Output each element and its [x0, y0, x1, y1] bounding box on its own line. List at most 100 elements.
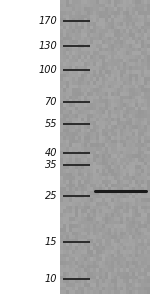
Bar: [60, 77, 63, 81]
Bar: [93, 268, 96, 272]
Bar: [84, 162, 87, 166]
Bar: [60, 243, 63, 246]
Bar: [63, 4, 66, 7]
Bar: [138, 19, 141, 22]
Bar: [78, 107, 81, 110]
Bar: [84, 220, 87, 224]
Bar: [111, 99, 114, 103]
Bar: [75, 257, 78, 261]
Bar: [120, 279, 123, 283]
Bar: [102, 88, 105, 92]
Bar: [93, 77, 96, 81]
Bar: [135, 11, 138, 15]
Bar: [69, 268, 72, 272]
Bar: [111, 202, 114, 206]
Bar: [72, 110, 75, 114]
Bar: [141, 59, 144, 63]
Bar: [129, 48, 132, 51]
Bar: [138, 88, 141, 92]
Bar: [87, 162, 90, 166]
Bar: [66, 272, 69, 276]
Bar: [93, 51, 96, 55]
Bar: [99, 220, 102, 224]
Bar: [102, 243, 105, 246]
Bar: [117, 202, 120, 206]
Bar: [66, 246, 69, 250]
Bar: [108, 110, 111, 114]
Bar: [135, 85, 138, 88]
Bar: [69, 228, 72, 232]
Bar: [129, 246, 132, 250]
Bar: [84, 51, 87, 55]
Bar: [93, 261, 96, 265]
Bar: [117, 246, 120, 250]
Bar: [132, 29, 135, 33]
Bar: [63, 220, 66, 224]
Bar: [84, 180, 87, 184]
Bar: [120, 33, 123, 37]
Bar: [84, 173, 87, 176]
Bar: [114, 173, 117, 176]
Bar: [135, 166, 138, 169]
Bar: [129, 162, 132, 166]
Bar: [75, 287, 78, 290]
Bar: [135, 265, 138, 268]
Bar: [144, 246, 147, 250]
Bar: [81, 107, 84, 110]
Bar: [87, 51, 90, 55]
Bar: [75, 29, 78, 33]
Bar: [117, 147, 120, 151]
Bar: [84, 151, 87, 154]
Bar: [147, 290, 150, 294]
Bar: [99, 176, 102, 180]
Bar: [135, 272, 138, 276]
Bar: [102, 257, 105, 261]
Bar: [60, 59, 63, 63]
Bar: [111, 29, 114, 33]
Bar: [147, 4, 150, 7]
Bar: [87, 232, 90, 235]
Bar: [102, 132, 105, 136]
Bar: [132, 290, 135, 294]
Bar: [87, 220, 90, 224]
Bar: [138, 228, 141, 232]
Bar: [117, 268, 120, 272]
Bar: [120, 11, 123, 15]
Bar: [96, 154, 99, 158]
Bar: [108, 85, 111, 88]
Bar: [117, 96, 120, 99]
Bar: [144, 191, 147, 195]
Bar: [123, 206, 126, 210]
Bar: [129, 188, 132, 191]
Bar: [129, 103, 132, 107]
Bar: [123, 250, 126, 254]
Bar: [69, 0, 72, 4]
Bar: [105, 232, 108, 235]
Bar: [117, 158, 120, 162]
Bar: [135, 59, 138, 63]
Bar: [144, 166, 147, 169]
Bar: [114, 195, 117, 198]
Bar: [117, 213, 120, 217]
Bar: [105, 283, 108, 287]
Bar: [135, 55, 138, 59]
Bar: [105, 99, 108, 103]
Bar: [102, 66, 105, 70]
Bar: [102, 191, 105, 195]
Bar: [78, 33, 81, 37]
Bar: [105, 206, 108, 210]
Bar: [111, 15, 114, 18]
Bar: [138, 169, 141, 173]
Bar: [132, 287, 135, 290]
Bar: [60, 250, 63, 254]
Bar: [66, 217, 69, 220]
Bar: [135, 44, 138, 48]
Bar: [105, 202, 108, 206]
Bar: [69, 198, 72, 202]
Bar: [129, 125, 132, 129]
Bar: [87, 77, 90, 81]
Bar: [78, 220, 81, 224]
Bar: [114, 220, 117, 224]
Bar: [111, 92, 114, 96]
Bar: [102, 99, 105, 103]
